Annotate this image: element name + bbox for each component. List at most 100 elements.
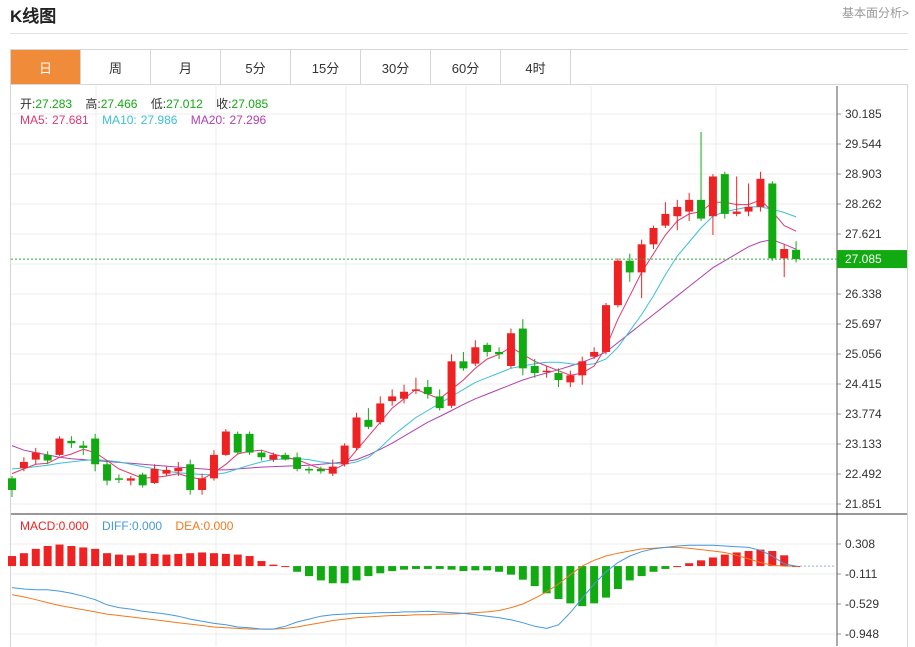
- candle-body[interactable]: [637, 244, 646, 273]
- macd-histogram-bar: [91, 548, 100, 567]
- candle-body[interactable]: [376, 403, 385, 423]
- candle-body[interactable]: [233, 433, 242, 453]
- candle-body[interactable]: [162, 469, 171, 474]
- candle-body[interactable]: [328, 466, 337, 474]
- tab-week[interactable]: 周: [81, 50, 151, 84]
- candle-body[interactable]: [305, 468, 313, 471]
- candle-body[interactable]: [186, 464, 195, 491]
- tab-4hour[interactable]: 4时: [501, 50, 571, 84]
- candle-body[interactable]: [245, 433, 254, 453]
- candle-body[interactable]: [613, 260, 622, 306]
- tab-month[interactable]: 月: [151, 50, 221, 84]
- candle-body[interactable]: [602, 305, 610, 352]
- tab-30min[interactable]: 30分: [361, 50, 431, 84]
- ma5-label: MA5:: [20, 113, 49, 127]
- candle-body[interactable]: [685, 199, 694, 212]
- candle-body[interactable]: [138, 474, 147, 486]
- candle-body[interactable]: [103, 464, 112, 481]
- macd-info: MACD:0.000 DIFF:0.000 DEA:0.000: [20, 519, 243, 533]
- candle-body[interactable]: [221, 431, 230, 455]
- kline-y-tick-label: 30.185: [845, 107, 882, 121]
- candle-body[interactable]: [673, 206, 682, 217]
- candle-body[interactable]: [126, 478, 135, 481]
- candle-body[interactable]: [566, 375, 575, 383]
- candle-body[interactable]: [293, 457, 302, 469]
- candle-body[interactable]: [447, 361, 456, 406]
- candle-body[interactable]: [590, 351, 599, 357]
- candle-body[interactable]: [483, 344, 492, 352]
- candle-body[interactable]: [530, 365, 539, 374]
- candle-body[interactable]: [400, 391, 409, 399]
- candle-body[interactable]: [506, 333, 515, 366]
- candle-body[interactable]: [780, 249, 789, 259]
- fundamental-analysis-link[interactable]: 基本面分析>: [841, 6, 909, 20]
- macd-histogram-bar: [162, 554, 171, 567]
- candle-body[interactable]: [471, 347, 480, 364]
- candle-body[interactable]: [79, 445, 88, 448]
- macd-histogram-bar: [471, 566, 480, 571]
- candle-body[interactable]: [578, 361, 587, 376]
- candle-body[interactable]: [518, 328, 527, 369]
- candle-body[interactable]: [542, 370, 551, 373]
- candle-body[interactable]: [661, 213, 670, 226]
- candle-body[interactable]: [625, 260, 634, 273]
- candle-body[interactable]: [495, 351, 504, 355]
- candle-body[interactable]: [281, 454, 290, 460]
- candle-body[interactable]: [257, 452, 266, 458]
- macd-histogram-bar: [661, 566, 670, 569]
- tab-60min[interactable]: 60分: [431, 50, 501, 84]
- candle-body[interactable]: [114, 478, 123, 480]
- candle-body[interactable]: [411, 389, 420, 391]
- macd-histogram-bar: [708, 557, 717, 567]
- candle-body[interactable]: [174, 468, 183, 472]
- candle-body[interactable]: [732, 211, 741, 214]
- candle-body[interactable]: [43, 454, 52, 461]
- candle-body[interactable]: [209, 454, 218, 479]
- macd-histogram-bar: [269, 564, 278, 567]
- candle-body[interactable]: [459, 361, 468, 369]
- candle-body[interactable]: [649, 227, 658, 245]
- high-label: 高:: [85, 97, 101, 111]
- candle-body[interactable]: [316, 468, 325, 472]
- candle-body[interactable]: [435, 396, 444, 409]
- kline-y-tick-label: 28.262: [845, 197, 882, 211]
- candle-body[interactable]: [8, 478, 16, 491]
- candle-body[interactable]: [364, 419, 373, 427]
- candle-body[interactable]: [792, 249, 801, 260]
- macd-histogram-bar: [768, 551, 777, 567]
- candle-body[interactable]: [768, 183, 777, 259]
- candle-body[interactable]: [269, 454, 278, 460]
- tab-day[interactable]: 日: [11, 50, 81, 84]
- ma20-line: [11, 239, 797, 471]
- close-label: 收:: [216, 97, 232, 111]
- macd-histogram-bar: [186, 553, 195, 567]
- candle-body[interactable]: [67, 440, 76, 444]
- candle-body[interactable]: [697, 199, 706, 219]
- candle-body[interactable]: [19, 461, 28, 469]
- candle-body[interactable]: [91, 438, 100, 465]
- candle-body[interactable]: [150, 468, 159, 483]
- candle-body[interactable]: [423, 387, 432, 395]
- macd-histogram-bar: [103, 553, 112, 567]
- macd-histogram-bar: [67, 546, 76, 567]
- macd-histogram-bar: [293, 566, 302, 572]
- candle-body[interactable]: [352, 417, 361, 448]
- tab-5min[interactable]: 5分: [221, 50, 291, 84]
- ma20-value: 27.296: [229, 113, 267, 127]
- candle-body[interactable]: [55, 438, 64, 455]
- candle-body[interactable]: [744, 206, 753, 212]
- candle-body[interactable]: [756, 178, 765, 207]
- candle-body[interactable]: [554, 373, 563, 381]
- candle-body[interactable]: [198, 478, 207, 491]
- candle-body[interactable]: [31, 452, 40, 460]
- candle-body[interactable]: [720, 174, 729, 214]
- tab-15min[interactable]: 15分: [291, 50, 361, 84]
- candle-body[interactable]: [708, 176, 717, 217]
- ma20-label: MA20:: [190, 113, 226, 127]
- macd-label: MACD:: [20, 519, 59, 533]
- macd-y-tick-label: -0.529: [845, 597, 879, 611]
- candle-body[interactable]: [388, 396, 397, 402]
- candle-body[interactable]: [340, 445, 349, 465]
- macd-y-tick-label: -0.948: [845, 627, 879, 641]
